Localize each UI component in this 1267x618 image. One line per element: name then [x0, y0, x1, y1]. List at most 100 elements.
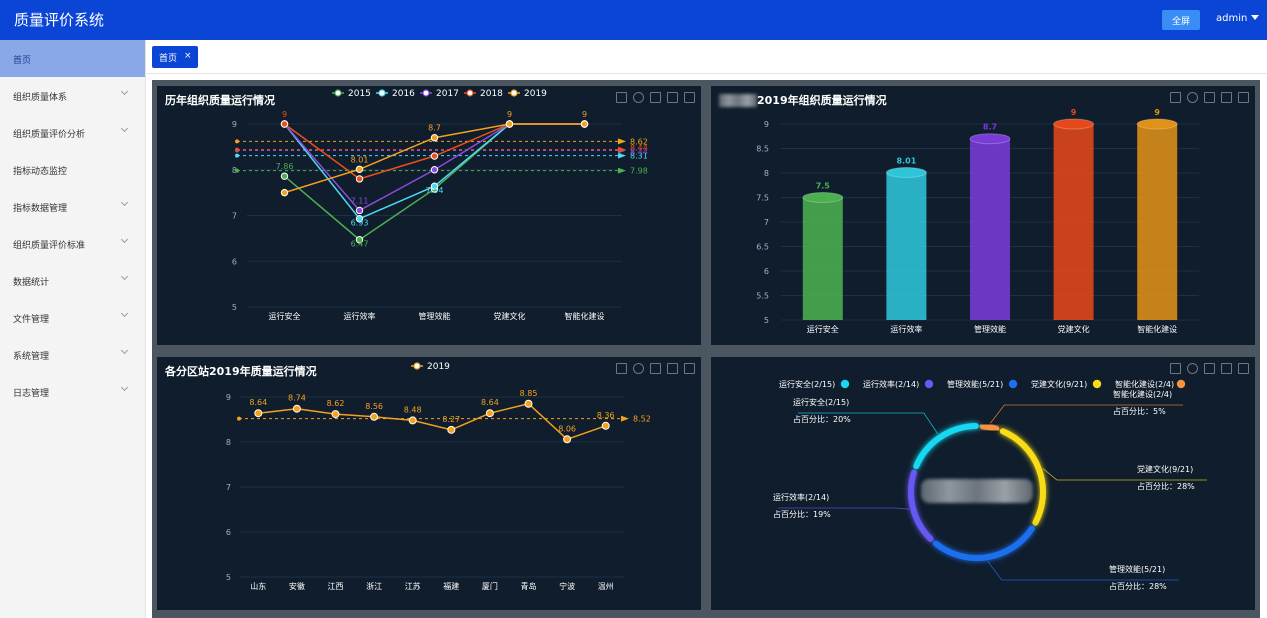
- bar: [802, 197, 843, 320]
- x-tick-label: 智能化建设: [1137, 324, 1177, 334]
- sidebar-item-statistics[interactable]: 数据统计: [0, 262, 145, 299]
- legend-marker: [840, 379, 850, 389]
- average-label: 8.52: [633, 415, 651, 424]
- restore-icon[interactable]: [1187, 363, 1198, 374]
- line-chart-icon[interactable]: [684, 92, 695, 103]
- sidebar-item-label: 组织质量评价标准: [13, 241, 86, 251]
- series-point: [430, 152, 439, 160]
- average-arrow: [618, 138, 626, 145]
- data-view-icon[interactable]: [1170, 92, 1181, 103]
- download-icon[interactable]: [650, 92, 661, 103]
- sidebar-item-quality-analysis[interactable]: 组织质量评价分析: [0, 114, 145, 151]
- sidebar-item-quality-standard[interactable]: 组织质量评价标准: [0, 225, 145, 262]
- callout-percent: 占百分比：5%: [1113, 406, 1166, 416]
- panel-title: 各分区站2019年质量运行情况: [165, 365, 317, 378]
- y-tick-label: 9: [764, 120, 769, 129]
- restore-icon[interactable]: [633, 363, 644, 374]
- sidebar-item-indicator-data[interactable]: 指标数据管理: [0, 188, 145, 225]
- restore-icon[interactable]: [1187, 92, 1198, 103]
- user-menu[interactable]: admin: [1216, 13, 1260, 24]
- download-icon[interactable]: [1204, 363, 1215, 374]
- tab-home[interactable]: 首页 ×: [152, 46, 198, 68]
- app-title: 质量评价系统: [14, 11, 105, 29]
- y-tick-label: 8.5: [756, 145, 769, 154]
- bar-chart-icon[interactable]: [1221, 363, 1232, 374]
- sidebar-item-logs[interactable]: 日志管理: [0, 373, 145, 410]
- callout-line: [987, 560, 1179, 581]
- data-label: 7.86: [276, 162, 294, 171]
- sidebar-item-label: 系统管理: [13, 352, 50, 362]
- average-arrow: [618, 146, 626, 153]
- panel-title: 历年组织质量运行情况: [165, 94, 275, 107]
- data-label: 9: [282, 110, 287, 119]
- chevron-down-icon: [120, 198, 129, 207]
- bar-chart-icon[interactable]: [667, 92, 678, 103]
- y-tick-label: 9: [226, 393, 231, 402]
- tab-label: 首页: [159, 54, 178, 64]
- ring-segment: [913, 423, 979, 470]
- series-point: [485, 409, 494, 418]
- bar: [970, 138, 1010, 320]
- sidebar-item-home[interactable]: 首页: [0, 40, 145, 77]
- legend-marker: [422, 89, 430, 97]
- callout-name: 管理效能(5/21): [1109, 564, 1165, 574]
- data-view-icon[interactable]: [616, 92, 627, 103]
- fullscreen-button[interactable]: 全屏: [1162, 10, 1200, 30]
- sidebar-item-system[interactable]: 系统管理: [0, 336, 145, 373]
- x-tick-label: 管理效能: [974, 324, 1006, 334]
- sidebar-item-indicator-monitor[interactable]: 指标动态监控: [0, 151, 145, 188]
- line-chart-icon[interactable]: [684, 363, 695, 374]
- restore-icon[interactable]: [633, 92, 644, 103]
- average-arrow: [618, 167, 626, 174]
- chevron-down-icon: [120, 309, 129, 318]
- data-view-icon[interactable]: [616, 363, 627, 374]
- bar-cap: [802, 192, 844, 203]
- history-line-chart: 5 6 7 8 9 运行安全 运行效率 管理效能 党建文化 智能化建设 2015 2016 2017 20…: [232, 89, 648, 321]
- sidebar-item-files[interactable]: 文件管理: [0, 299, 145, 336]
- y-tick-label: 6.5: [756, 243, 769, 252]
- callout-percent: 占百分比：28%: [1109, 581, 1167, 591]
- series-point: [331, 410, 340, 419]
- legend-marker: [378, 89, 386, 97]
- series-point: [430, 166, 439, 174]
- line-chart-icon[interactable]: [1238, 92, 1249, 103]
- bar-chart-icon[interactable]: [1221, 92, 1232, 103]
- legend-label: 智能化建设(2/4): [1115, 379, 1174, 389]
- panel-2019-bar: 5 5.5 6 6.5 7 7.5 8 8.5 9 运行安全 运行效率 管理效能 党建文化 智能化建设 7.…: [711, 86, 1255, 345]
- average-label: 8.44: [630, 144, 648, 153]
- sidebar-item-quality-system[interactable]: 组织质量体系: [0, 77, 145, 114]
- series-point: [563, 435, 572, 444]
- chevron-down-icon: [120, 87, 129, 96]
- x-tick-label: 运行安全: [269, 311, 301, 321]
- y-tick-label: 6: [226, 528, 231, 537]
- chevron-down-icon: [120, 124, 129, 133]
- average-start-marker: [235, 168, 239, 173]
- series-point: [601, 421, 610, 430]
- line-chart-icon[interactable]: [1238, 363, 1249, 374]
- download-icon[interactable]: [1204, 92, 1215, 103]
- data-label: 8.74: [288, 394, 306, 403]
- panel-branches-line: 5 6 7 8 9 山东 安徽 江西 浙江 江苏 福建 厦门 青岛 宁波 温州 2019 8.52 8.64 8.7…: [157, 357, 701, 610]
- download-icon[interactable]: [650, 363, 661, 374]
- ring-chart: 运行安全(2/15) 运行效率(2/14) 管理效能(5/21) 党建文化(9/21)…: [773, 379, 1207, 591]
- bar-chart-icon[interactable]: [667, 363, 678, 374]
- series-point: [370, 412, 379, 421]
- x-tick-label: 智能化建设: [565, 311, 605, 321]
- sidebar: 首页 组织质量体系 组织质量评价分析 指标动态监控 指标数据管理 组织质量评价标…: [0, 40, 146, 618]
- data-label: 8.56: [365, 402, 383, 411]
- x-tick-label: 山东: [250, 581, 266, 591]
- redacted-org-name: [719, 94, 757, 107]
- legend-label: 2015: [348, 89, 371, 99]
- x-tick-label: 江西: [328, 582, 344, 591]
- legend-label: 管理效能(5/21): [947, 379, 1003, 389]
- tab-bar: 首页 ×: [146, 40, 1267, 74]
- legend-label: 2019: [524, 89, 547, 99]
- data-view-icon[interactable]: [1170, 363, 1181, 374]
- legend-marker: [1176, 379, 1186, 389]
- data-label: 7.54: [426, 186, 444, 195]
- series-point: [355, 215, 364, 223]
- callout-line: [778, 507, 910, 510]
- y-tick-label: 7.5: [756, 194, 769, 203]
- close-icon[interactable]: ×: [184, 51, 192, 61]
- average-label: 8.44: [630, 148, 648, 157]
